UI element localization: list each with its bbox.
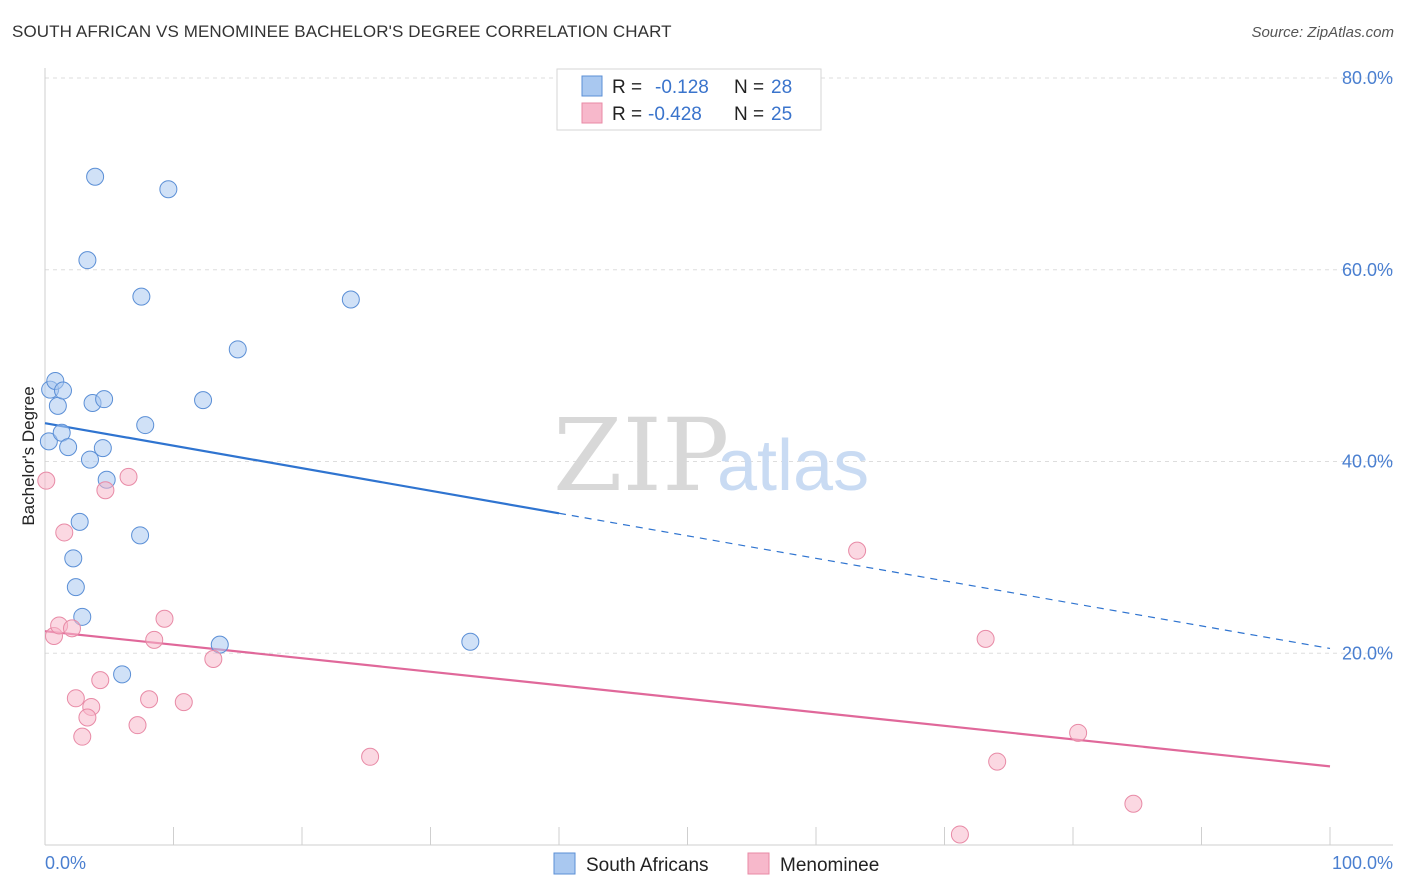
point-south-africans bbox=[70, 512, 89, 531]
point-menominee bbox=[976, 629, 995, 648]
point-south-africans bbox=[228, 340, 247, 359]
point-south-africans bbox=[53, 381, 72, 400]
y-axis-title: Bachelor's Degree bbox=[19, 386, 38, 525]
point-south-africans bbox=[341, 290, 360, 309]
point-menominee bbox=[204, 650, 223, 669]
bottom-legend-label-south-africans: South Africans bbox=[586, 855, 709, 876]
correlation-legend: R = -0.128 N = 28 R = -0.428 N = 25 bbox=[556, 68, 822, 131]
point-south-africans bbox=[132, 287, 151, 306]
point-menominee bbox=[78, 708, 97, 727]
chart-title: SOUTH AFRICAN VS MENOMINEE BACHELOR'S DE… bbox=[12, 22, 672, 41]
point-menominee bbox=[848, 541, 867, 560]
watermark-zip: ZIP bbox=[553, 397, 729, 514]
legend-swatch-south-africans bbox=[581, 75, 603, 97]
point-menominee bbox=[119, 467, 138, 486]
point-menominee bbox=[361, 747, 380, 766]
point-south-africans bbox=[95, 390, 114, 409]
point-south-africans bbox=[159, 180, 178, 199]
legend-n-value: 28 bbox=[771, 77, 792, 98]
trend-lines bbox=[44, 422, 1331, 768]
point-south-africans bbox=[136, 416, 155, 435]
point-south-africans bbox=[66, 578, 85, 597]
point-menominee bbox=[62, 619, 81, 638]
point-menominee bbox=[55, 523, 74, 542]
axes bbox=[44, 68, 1393, 846]
legend-swatch-menominee bbox=[581, 102, 603, 124]
point-menominee bbox=[66, 689, 85, 708]
legend-r-value: -0.128 bbox=[655, 77, 709, 98]
x-tick-label: 100.0% bbox=[1332, 853, 1393, 873]
point-south-africans bbox=[80, 450, 99, 469]
point-menominee bbox=[73, 727, 92, 746]
point-menominee bbox=[988, 752, 1007, 771]
tick-labels: 20.0% 40.0% 60.0% 80.0% 0.0% 100.0% bbox=[45, 68, 1393, 873]
series-legend: South Africans Menominee bbox=[553, 852, 879, 876]
grid-lines bbox=[45, 77, 1393, 654]
point-south-africans bbox=[39, 432, 58, 451]
point-south-africans bbox=[113, 665, 132, 684]
trend-extension-south-africans bbox=[558, 512, 1331, 650]
point-south-africans bbox=[64, 549, 83, 568]
legend-n-label: N = bbox=[734, 77, 764, 98]
point-south-africans bbox=[48, 396, 67, 415]
legend-n-label: N = bbox=[734, 104, 764, 125]
y-tick-label: 60.0% bbox=[1342, 260, 1393, 280]
point-south-africans bbox=[461, 632, 480, 651]
bottom-legend-swatch-menominee bbox=[747, 852, 770, 875]
data-points bbox=[37, 167, 1143, 844]
point-menominee bbox=[145, 630, 164, 649]
point-menominee bbox=[950, 825, 969, 844]
bottom-legend-swatch-south-africans bbox=[553, 852, 576, 875]
point-south-africans bbox=[93, 439, 112, 458]
point-menominee bbox=[1069, 723, 1088, 742]
source-credit: Source: ZipAtlas.com bbox=[1251, 24, 1394, 41]
point-menominee bbox=[96, 481, 115, 500]
point-south-africans bbox=[78, 251, 97, 270]
point-menominee bbox=[37, 471, 56, 490]
y-tick-label: 20.0% bbox=[1342, 643, 1393, 663]
bottom-legend-label-menominee: Menominee bbox=[780, 855, 879, 876]
point-south-africans bbox=[86, 167, 105, 186]
trend-line-south-africans bbox=[44, 422, 560, 515]
point-south-africans bbox=[131, 526, 150, 545]
point-menominee bbox=[155, 609, 174, 628]
y-tick-label: 80.0% bbox=[1342, 68, 1393, 88]
point-menominee bbox=[91, 671, 110, 690]
point-south-africans bbox=[59, 438, 78, 457]
watermark: ZIP atlas bbox=[553, 397, 869, 514]
watermark-atlas: atlas bbox=[717, 426, 869, 506]
legend-r-value: -0.428 bbox=[648, 104, 702, 125]
point-menominee bbox=[174, 693, 193, 712]
point-menominee bbox=[1124, 794, 1143, 813]
y-tick-label: 40.0% bbox=[1342, 452, 1393, 472]
trend-line-menominee bbox=[44, 630, 1331, 768]
point-menominee bbox=[140, 690, 159, 709]
x-tick-label: 0.0% bbox=[45, 853, 86, 873]
point-south-africans bbox=[73, 607, 92, 626]
legend-r-label: R = bbox=[612, 77, 642, 98]
point-south-africans bbox=[194, 391, 213, 410]
point-menominee bbox=[128, 716, 147, 735]
legend-n-value: 25 bbox=[771, 104, 792, 125]
legend-r-label: R = bbox=[612, 104, 642, 125]
